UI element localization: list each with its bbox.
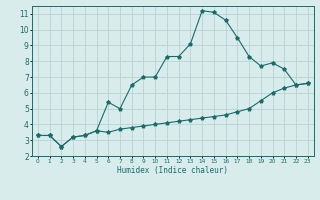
- X-axis label: Humidex (Indice chaleur): Humidex (Indice chaleur): [117, 166, 228, 175]
